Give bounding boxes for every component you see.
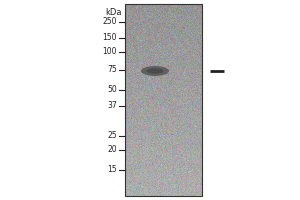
Ellipse shape [141, 66, 169, 76]
Text: 75: 75 [107, 66, 117, 74]
Text: 20: 20 [107, 146, 117, 154]
Text: 150: 150 [103, 33, 117, 43]
Text: 15: 15 [107, 166, 117, 174]
Bar [125, 4, 202, 196]
Text: 250: 250 [103, 18, 117, 26]
Text: 37: 37 [107, 102, 117, 110]
Text: kDa: kDa [106, 8, 122, 17]
Text: 25: 25 [107, 132, 117, 140]
Ellipse shape [147, 68, 164, 74]
Text: 50: 50 [107, 86, 117, 95]
Text: 100: 100 [103, 47, 117, 56]
